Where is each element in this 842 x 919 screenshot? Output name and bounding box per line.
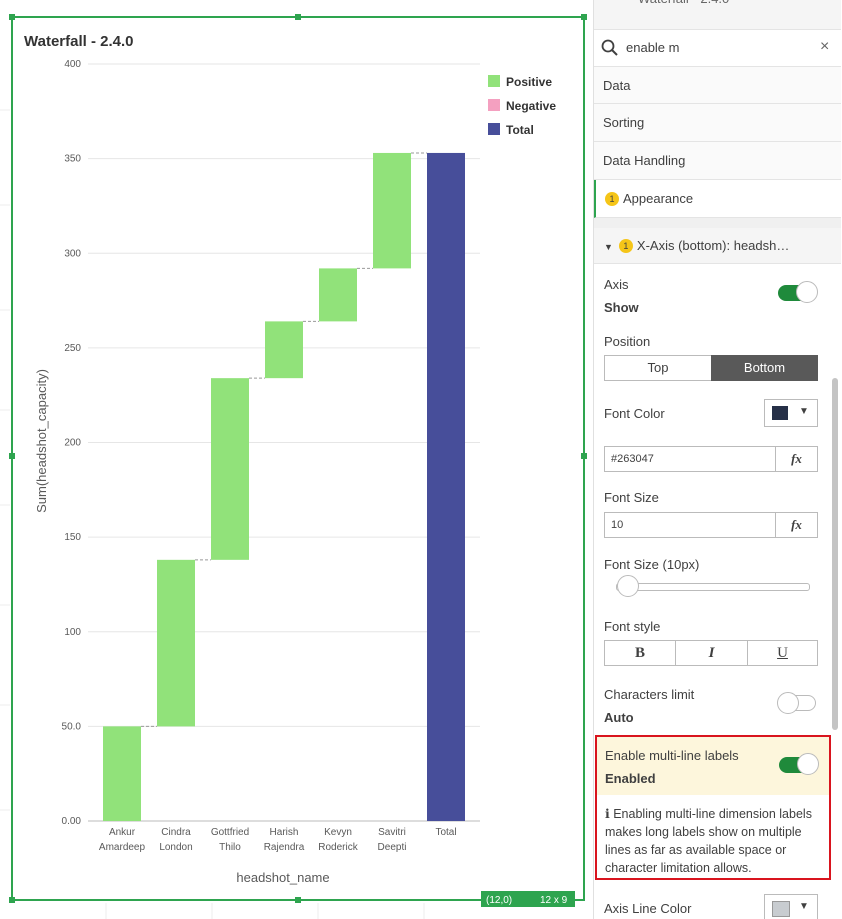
fx-button[interactable]: fx (775, 446, 818, 472)
x-tick-label: Gottfried Thilo (211, 827, 249, 853)
x-axis-title: headshot_name (236, 870, 329, 885)
y-tick-label: 300 (64, 248, 81, 259)
legend-label: Negative (506, 99, 556, 113)
position-top[interactable]: Top (604, 355, 712, 381)
properties-panel: Waterfall - 2.4.0 enable m × Data Sortin… (593, 0, 842, 919)
x-tick-label: Savitri Deepti (378, 827, 407, 853)
y-axis-title: Sum(headshot_capacity) (34, 369, 49, 513)
position-bottom[interactable]: Bottom (711, 355, 818, 381)
axis-label: Axis (604, 277, 629, 292)
section-appearance[interactable]: 1 Appearance (594, 180, 841, 218)
y-tick-label: 250 (64, 343, 81, 354)
footer-size: 12 x 9 (540, 895, 568, 906)
multiline-toggle[interactable] (779, 753, 819, 775)
x-tick-label: Harish Rajendra (264, 827, 305, 853)
section-data-handling[interactable]: Data Handling (594, 142, 841, 180)
legend-swatch (488, 99, 500, 111)
bold-button[interactable]: B (604, 640, 676, 666)
chart-title: Waterfall - 2.4.0 (24, 33, 133, 50)
legend-swatch (488, 75, 500, 87)
color-picker[interactable]: ▼ (764, 894, 818, 919)
resize-handles (9, 14, 587, 903)
axis-value: Show (604, 300, 639, 315)
bar (265, 321, 303, 379)
clear-search[interactable]: × (820, 38, 830, 55)
axis-line-color-label: Axis Line Color (604, 901, 692, 916)
font-size-input[interactable]: 10 (604, 512, 776, 538)
multiline-info: ℹ Enabling multi-line dimension labels m… (605, 807, 812, 875)
char-limit-label: Characters limit (604, 687, 695, 702)
subsection-xaxis[interactable]: ▼ 1 X-Axis (bottom): headsh… (594, 228, 841, 264)
x-tick-label: Cindra London (159, 827, 192, 853)
axis-toggle[interactable] (778, 281, 818, 303)
font-color-input[interactable]: #263047 (604, 446, 776, 472)
search-text: enable m (626, 40, 680, 55)
section-sorting[interactable]: Sorting (594, 104, 841, 142)
footer-position: (12,0) (486, 895, 512, 906)
font-style-label: Font style (604, 619, 661, 634)
badge: 1 (618, 239, 633, 253)
multiline-label: Enable multi-line labels (605, 748, 739, 763)
chart: Waterfall - 2.4.0 Sum(headshot_capacity)… (0, 14, 587, 919)
slider-thumb[interactable] (617, 575, 639, 597)
search[interactable]: enable m × (594, 30, 841, 66)
bar (319, 268, 357, 322)
spacer (594, 218, 841, 228)
section-data[interactable]: Data (594, 66, 841, 104)
x-tick-label: Kevyn Roderick (318, 827, 358, 853)
badge: 1 (605, 192, 619, 206)
underline-button[interactable]: U (747, 640, 818, 666)
multiline-value: Enabled (605, 771, 656, 786)
x-tick-label: Total (435, 827, 456, 838)
y-tick-label: 400 (64, 59, 81, 70)
bar (373, 152, 411, 269)
search-icon (601, 39, 618, 56)
bar (211, 378, 249, 560)
legend-label: Total (506, 123, 534, 137)
char-limit-value: Auto (604, 710, 634, 725)
font-size-slider-label: Font Size (10px) (604, 557, 700, 572)
chart-frame[interactable] (11, 16, 585, 901)
position-label: Position (604, 334, 651, 349)
y-tick-label: 50.0 (62, 721, 82, 732)
footer-badge (481, 891, 575, 907)
bar (103, 726, 141, 821)
y-tick-label: 100 (64, 627, 81, 638)
char-limit-toggle[interactable] (777, 692, 816, 714)
sheet-grid (0, 109, 425, 919)
italic-button[interactable]: I (675, 640, 748, 666)
scrollbar[interactable] (832, 378, 838, 730)
subsection-label: X-Axis (bottom): headsh… (636, 238, 790, 253)
font-color-label: Font Color (604, 406, 665, 421)
bar (157, 559, 195, 727)
bar (427, 152, 465, 821)
y-tick-label: 0.00 (62, 816, 82, 827)
legend-label: Positive (506, 75, 552, 89)
section-label: Appearance (623, 191, 694, 206)
color-picker[interactable]: ▼ (764, 399, 818, 427)
panel-header: Waterfall - 2.4.0 (594, 0, 841, 30)
y-tick-label: 150 (64, 532, 81, 543)
y-tick-label: 200 (64, 438, 81, 449)
legend-swatch (488, 123, 500, 135)
x-tick-label: Ankur Amardeep (99, 827, 146, 853)
highlight-box: Enable multi-line labels Enabled ℹ Enabl… (595, 735, 831, 880)
y-tick-label: 350 (64, 154, 81, 165)
slider-track (616, 583, 810, 591)
font-size-label: Font Size (604, 490, 659, 505)
fx-button[interactable]: fx (775, 512, 818, 538)
